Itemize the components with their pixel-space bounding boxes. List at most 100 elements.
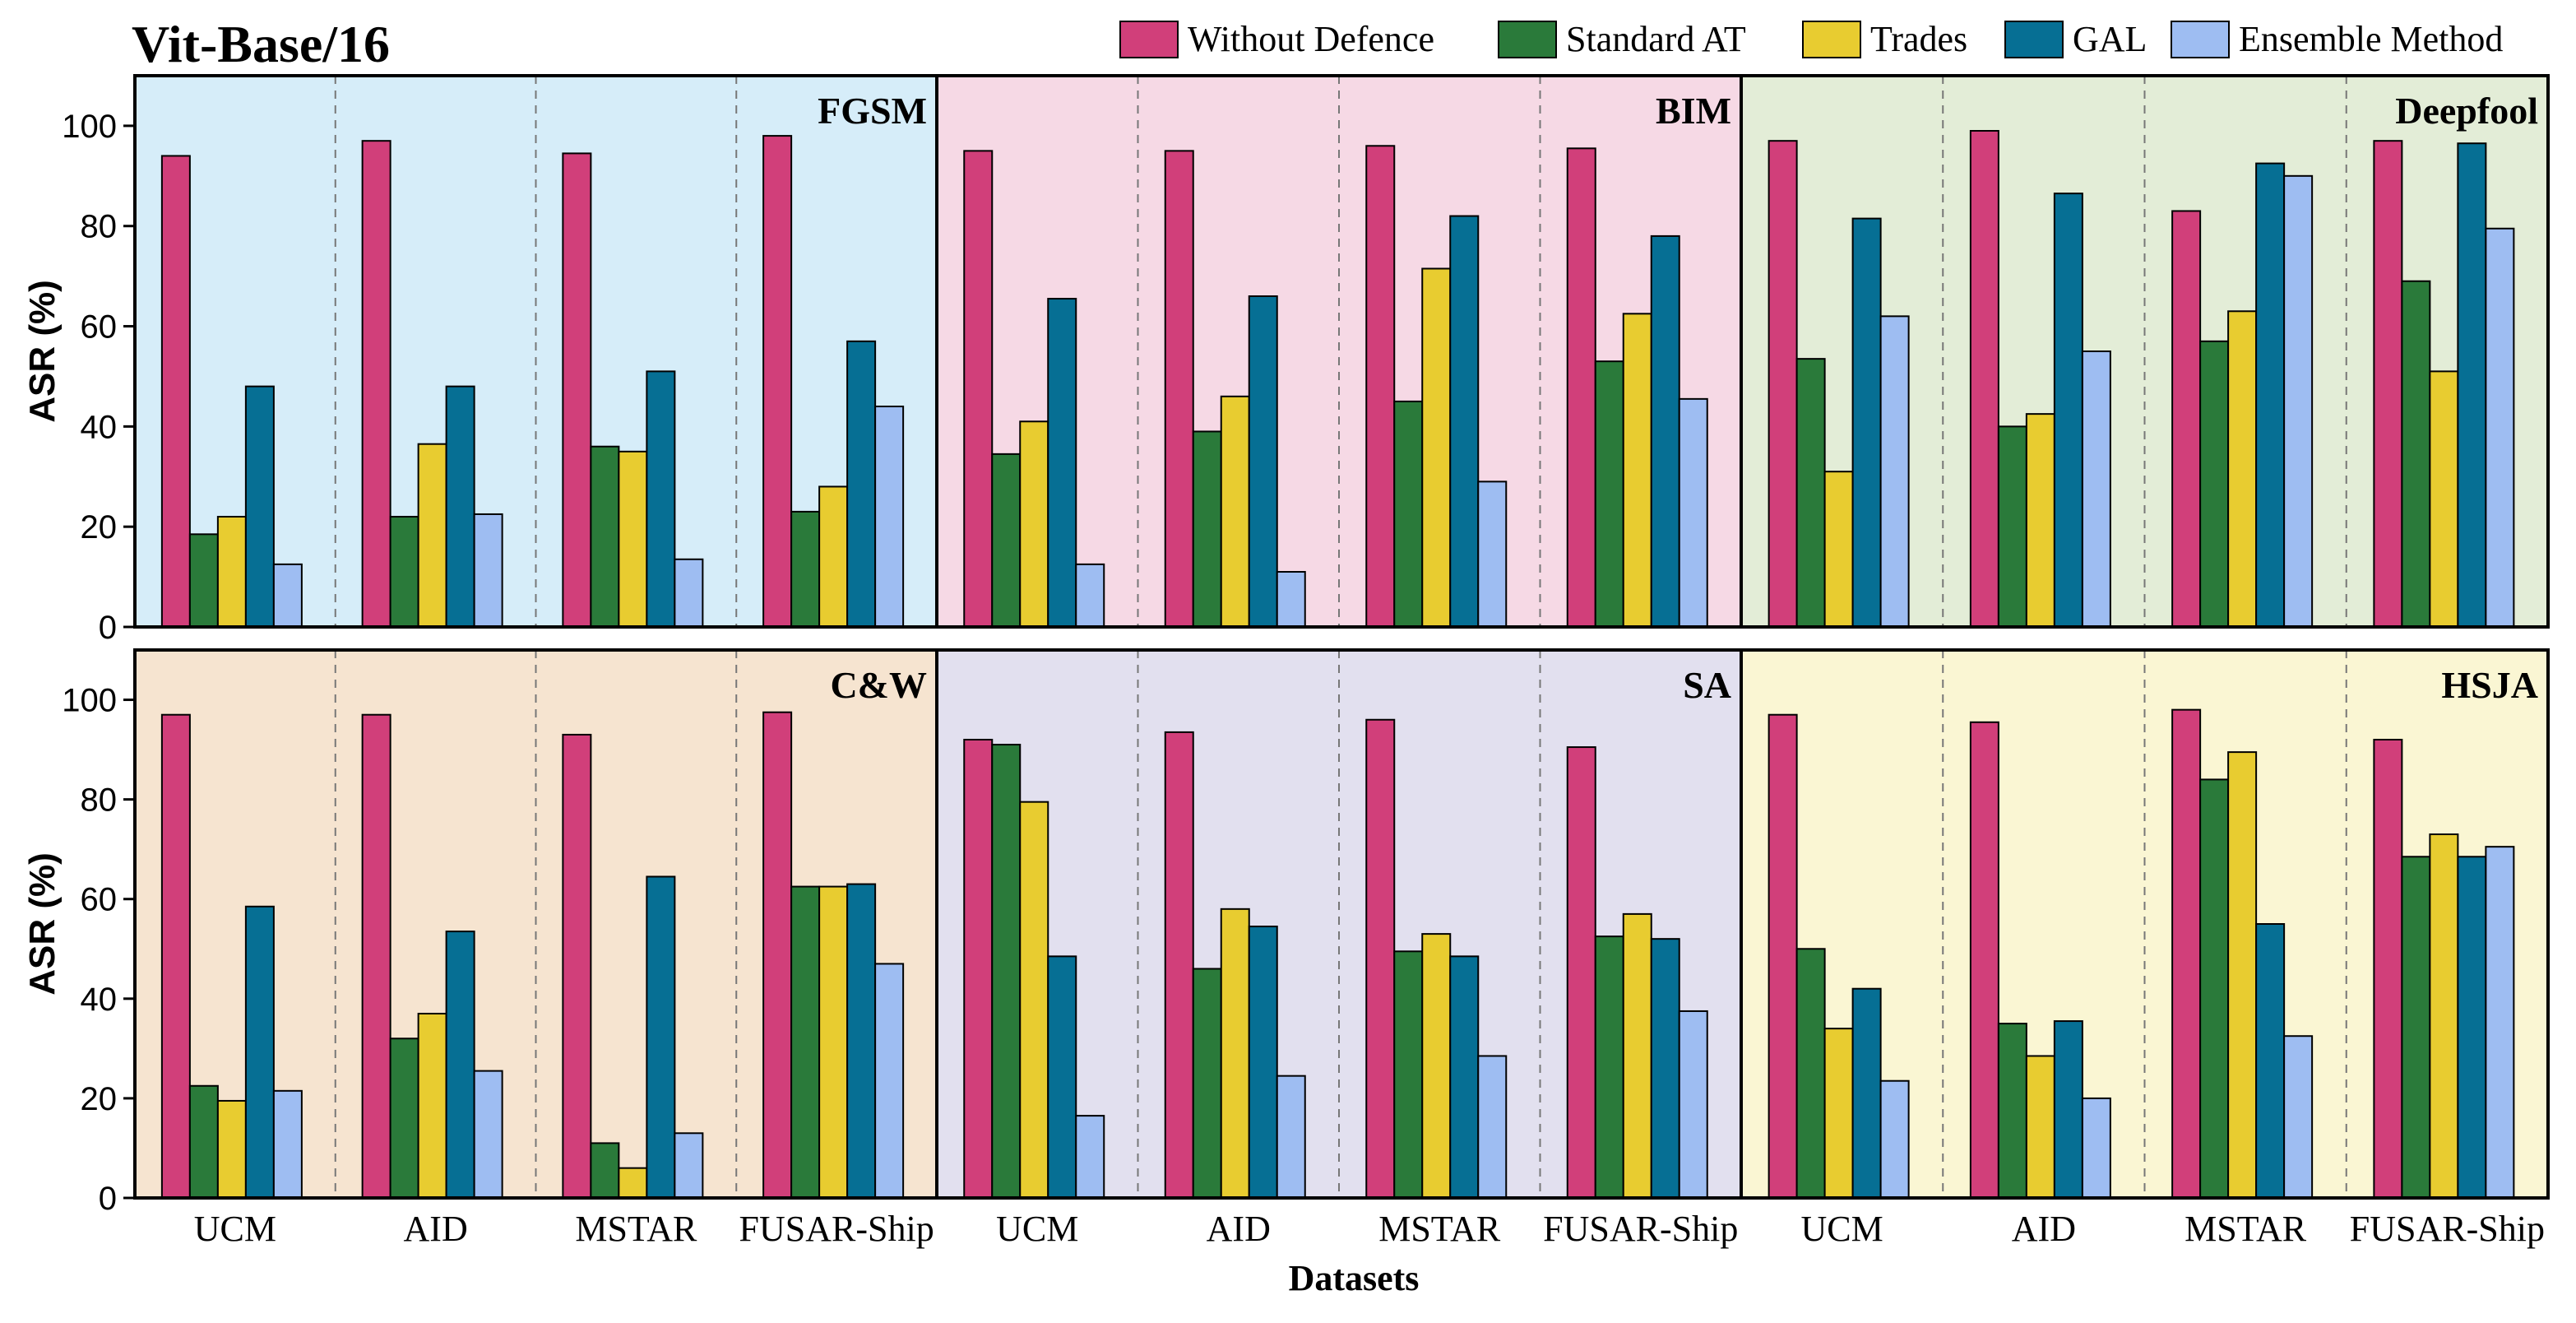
- bar-hsja-ucm-series-5: [1879, 1079, 1910, 1199]
- bar-deepfool-ucm-series-4: [1851, 217, 1882, 628]
- panel-cw: C&W: [133, 648, 938, 1200]
- legend-label-3: Trades: [1870, 19, 1967, 59]
- bar-cw-ucm-series-3: [216, 1099, 247, 1200]
- bar-fgsm-ucm-series-5: [272, 563, 303, 629]
- legend-swatch-1: [1119, 21, 1179, 58]
- bar-bim-fusarship-series-3: [1622, 313, 1652, 628]
- bar-sa-aid-series-5: [1276, 1075, 1306, 1200]
- bar-hsja-aid-series-1: [1969, 721, 1999, 1199]
- bar-cw-aid-series-1: [361, 713, 391, 1199]
- bar-hsja-mstar-series-2: [2199, 778, 2230, 1199]
- legend-swatch-2: [1498, 21, 1557, 58]
- bar-fgsm-aid-series-2: [389, 516, 419, 628]
- bar-hsja-ucm-series-4: [1851, 987, 1882, 1200]
- bar-cw-fusarship-series-5: [874, 963, 905, 1200]
- y-tick-label: 20: [81, 509, 118, 545]
- bar-fgsm-aid-series-1: [361, 140, 391, 628]
- bar-hsja-ucm-series-2: [1795, 948, 1826, 1199]
- x-tick-label: AID: [1207, 1209, 1271, 1249]
- bar-fgsm-aid-series-3: [417, 443, 447, 628]
- y-tick-label: 20: [81, 1081, 118, 1117]
- y-tick-label: 0: [99, 1181, 117, 1217]
- bar-deepfool-aid-series-5: [2081, 350, 2111, 628]
- bar-deepfool-ucm-series-1: [1768, 140, 1798, 628]
- bar-deepfool-fusarship-series-3: [2429, 370, 2459, 628]
- x-tick-label: MSTAR: [2185, 1209, 2307, 1249]
- bar-fgsm-mstar-series-1: [562, 152, 592, 628]
- panel-attack-label: BIM: [1656, 90, 1731, 132]
- y-tick-label: 100: [62, 683, 117, 719]
- bar-fgsm-fusarship-series-5: [874, 406, 905, 628]
- bar-fgsm-ucm-series-1: [160, 155, 191, 629]
- bar-cw-fusarship-series-4: [846, 883, 877, 1199]
- panels: FGSM BIM Deepfool C&W SA HSJA: [133, 74, 2550, 1200]
- bar-sa-mstar-series-2: [1393, 950, 1424, 1200]
- bar-deepfool-ucm-series-3: [1823, 471, 1854, 628]
- bar-fgsm-aid-series-4: [445, 385, 475, 628]
- bar-hsja-aid-series-5: [2081, 1097, 2111, 1199]
- bar-sa-mstar-series-5: [1477, 1055, 1508, 1199]
- bar-cw-ucm-series-4: [244, 905, 275, 1199]
- bar-bim-fusarship-series-2: [1594, 360, 1624, 628]
- bar-cw-aid-series-3: [417, 1012, 447, 1199]
- bar-cw-ucm-series-5: [272, 1089, 303, 1199]
- y-tick-label: 40: [81, 982, 118, 1018]
- bar-sa-ucm-series-2: [991, 744, 1022, 1199]
- bar-sa-aid-series-1: [1164, 731, 1194, 1199]
- bar-hsja-fusarship-series-5: [2485, 846, 2515, 1199]
- x-tick-label: UCM: [1801, 1209, 1883, 1249]
- bar-hsja-aid-series-4: [2053, 1020, 2083, 1199]
- bar-deepfool-ucm-series-2: [1795, 358, 1826, 628]
- x-tick-label: AID: [2012, 1209, 2076, 1249]
- y-tick-label: 80: [81, 782, 118, 819]
- bar-cw-mstar-series-1: [562, 733, 592, 1199]
- bar-bim-ucm-series-2: [991, 453, 1022, 629]
- bar-hsja-ucm-series-3: [1823, 1028, 1854, 1200]
- axes: UCM AID MSTAR FUSAR-Ship UCM AID MSTAR FUSAR-Sh…: [22, 109, 2545, 1249]
- bar-hsja-mstar-series-3: [2227, 751, 2258, 1199]
- bar-deepfool-mstar-series-2: [2199, 340, 2230, 628]
- y-tick-label: 60: [81, 309, 118, 346]
- legend: Without Defence Standard AT Trades GAL Ensem…: [1119, 19, 2503, 59]
- bar-bim-aid-series-1: [1164, 150, 1194, 628]
- x-tick-label: MSTAR: [1378, 1209, 1501, 1249]
- bar-cw-mstar-series-5: [674, 1132, 704, 1199]
- bar-deepfool-fusarship-series-5: [2485, 227, 2515, 628]
- bar-bim-ucm-series-5: [1075, 563, 1105, 629]
- y-axis-label: ASR (%): [22, 852, 63, 996]
- x-axis-label: Datasets: [1289, 1258, 1420, 1298]
- bar-fgsm-mstar-series-5: [674, 558, 704, 628]
- x-tick-label: UCM: [996, 1209, 1078, 1249]
- bar-sa-ucm-series-3: [1019, 801, 1049, 1199]
- x-tick-label: FUSAR-Ship: [2350, 1209, 2545, 1249]
- legend-swatch-5: [2171, 21, 2230, 58]
- bar-bim-mstar-series-4: [1449, 215, 1480, 628]
- bar-fgsm-mstar-series-3: [618, 450, 648, 628]
- bar-sa-mstar-series-4: [1449, 955, 1480, 1199]
- y-tick-label: 80: [81, 209, 118, 245]
- bar-deepfool-aid-series-2: [1997, 425, 2027, 629]
- bar-hsja-mstar-series-4: [2255, 923, 2286, 1199]
- bar-sa-fusarship-series-2: [1594, 935, 1624, 1199]
- bar-bim-aid-series-2: [1192, 430, 1222, 628]
- bar-cw-mstar-series-3: [618, 1167, 648, 1200]
- bar-deepfool-ucm-series-5: [1879, 315, 1910, 628]
- panel-hsja: HSJA: [1740, 648, 2550, 1200]
- bar-bim-aid-series-3: [1220, 395, 1250, 628]
- bar-hsja-aid-series-2: [1997, 1023, 2027, 1200]
- x-tick-label: MSTAR: [575, 1209, 697, 1249]
- legend-label-5: Ensemble Method: [2239, 19, 2503, 59]
- bar-bim-ucm-series-3: [1019, 420, 1049, 628]
- panel-frame: [1740, 648, 2550, 1200]
- bar-deepfool-mstar-series-1: [2171, 210, 2202, 628]
- bar-fgsm-aid-series-5: [473, 513, 503, 628]
- bar-cw-ucm-series-2: [188, 1084, 219, 1199]
- bar-sa-mstar-series-3: [1421, 933, 1452, 1200]
- y-tick-label: 40: [81, 409, 118, 445]
- y-tick-label: 100: [62, 109, 117, 145]
- bar-deepfool-mstar-series-4: [2255, 162, 2286, 629]
- bar-cw-aid-series-5: [473, 1070, 503, 1200]
- bar-cw-fusarship-series-2: [790, 885, 821, 1200]
- bar-bim-mstar-series-1: [1365, 145, 1396, 629]
- bar-fgsm-fusarship-series-1: [762, 135, 793, 629]
